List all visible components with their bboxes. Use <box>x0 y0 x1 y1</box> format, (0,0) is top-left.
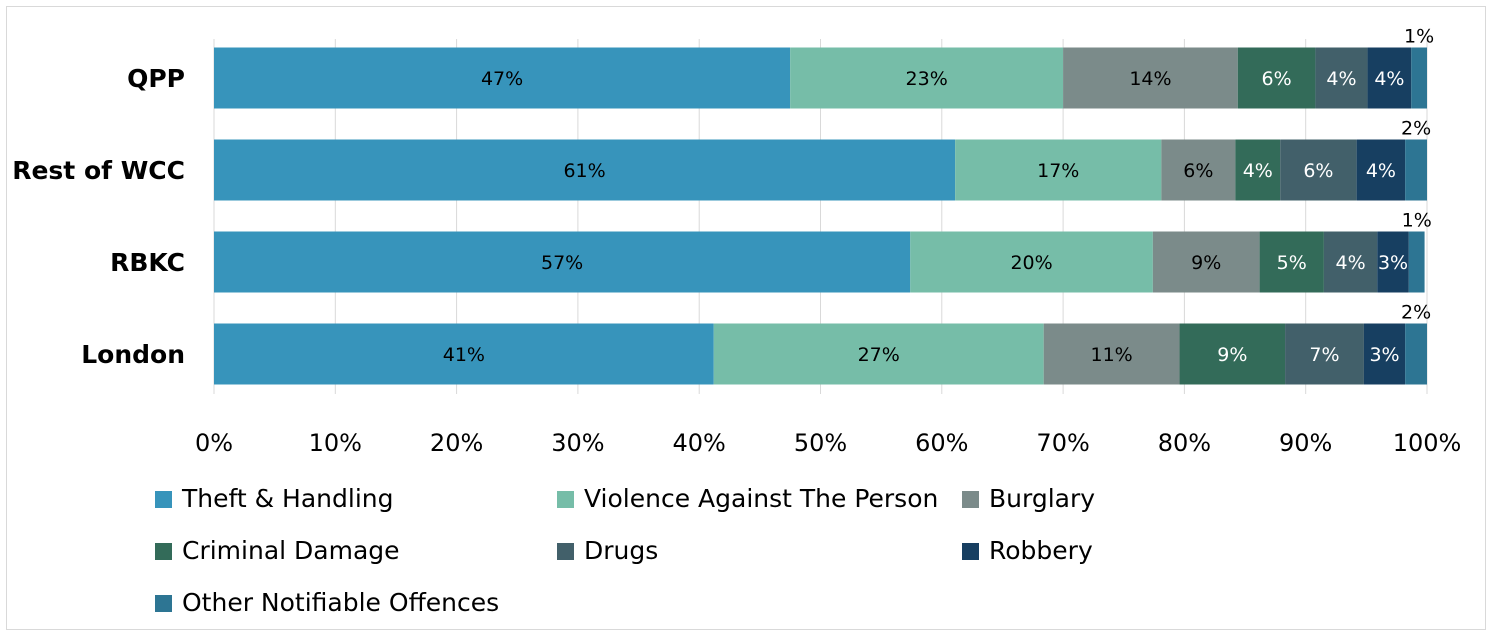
x-tick-label: 10% <box>309 429 362 457</box>
data-label: 6% <box>1183 160 1213 182</box>
legend-label: Other Notifiable Offences <box>182 588 499 617</box>
legend-item-burglary: Burglary <box>962 484 1095 513</box>
legend-label: Robbery <box>989 536 1093 565</box>
data-label: 6% <box>1303 160 1333 182</box>
legend-item-theft-handling: Theft & Handling <box>155 484 394 513</box>
data-label: 5% <box>1277 252 1307 274</box>
bar-theft-handling <box>214 323 714 385</box>
bar-criminal-damage <box>1259 231 1324 293</box>
legend-item-robbery: Robbery <box>962 536 1093 565</box>
legend-item-other-notifiable-offences: Other Notifiable Offences <box>155 588 499 617</box>
bar-drugs <box>1285 323 1364 385</box>
category-label: London <box>81 340 185 369</box>
bar-drugs <box>1323 231 1378 293</box>
data-label: 27% <box>858 344 900 366</box>
category-axis: QPP Rest of WCC RBKC London <box>12 64 185 369</box>
data-label: 23% <box>906 68 948 90</box>
category-label: RBKC <box>110 248 185 277</box>
x-tick-label: 0% <box>195 429 233 457</box>
bar-violence-against-the-person <box>955 139 1162 201</box>
data-label: 4% <box>1326 68 1356 90</box>
data-label: 4% <box>1374 68 1404 90</box>
legend-label: Drugs <box>584 536 658 565</box>
bar-other-notifiable-offences <box>1405 323 1427 385</box>
data-label: 14% <box>1129 68 1171 90</box>
legend-item-violence-against-the-person: Violence Against The Person <box>557 484 938 513</box>
bar-criminal-damage <box>1235 139 1281 201</box>
data-label: 11% <box>1091 344 1133 366</box>
bar-other-notifiable-offences <box>1405 139 1427 201</box>
data-label: 3% <box>1378 252 1408 274</box>
data-label: 4% <box>1366 160 1396 182</box>
legend-swatch <box>155 491 172 508</box>
data-label: 1% <box>1404 26 1434 48</box>
bar-burglary <box>1063 47 1238 109</box>
bar-robbery <box>1377 231 1409 293</box>
bar-drugs <box>1315 47 1368 109</box>
x-tick-label: 50% <box>794 429 847 457</box>
data-label: 2% <box>1401 118 1431 140</box>
data-label: 61% <box>563 160 605 182</box>
data-label: 1% <box>1402 210 1432 232</box>
data-label: 9% <box>1191 252 1221 274</box>
legend-label: Violence Against The Person <box>584 484 938 513</box>
bar-theft-handling <box>214 47 791 109</box>
data-label: 7% <box>1309 344 1339 366</box>
bar-other-notifiable-offences <box>1408 231 1425 293</box>
category-label: Rest of WCC <box>12 156 185 185</box>
data-label: 3% <box>1369 344 1399 366</box>
data-label: 2% <box>1401 302 1431 324</box>
x-tick-label: 100% <box>1393 429 1462 457</box>
x-tick-label: 70% <box>1036 429 1089 457</box>
bar-burglary <box>1161 139 1236 201</box>
legend-item-criminal-damage: Criminal Damage <box>155 536 400 565</box>
value-axis: 0% 10% 20% 30% 40% 50% 60% 70% 80% 90% 100% <box>195 429 1461 457</box>
data-label: 20% <box>1010 252 1052 274</box>
x-tick-label: 60% <box>915 429 968 457</box>
legend-swatch <box>962 491 979 508</box>
data-label: 4% <box>1243 160 1273 182</box>
data-label: 4% <box>1336 252 1366 274</box>
chart-frame: 47% 23% 14% 6% 4% 4% 1% 61% 17% 6% 4% 6% 4% 2% 57% 20% 9… <box>6 6 1486 630</box>
legend-swatch <box>557 543 574 560</box>
legend-item-drugs: Drugs <box>557 536 658 565</box>
bar-burglary <box>1043 323 1180 385</box>
legend-label: Theft & Handling <box>181 484 394 513</box>
legend-label: Criminal Damage <box>182 536 400 565</box>
bar-series-group: 47% 23% 14% 6% 4% 4%1%61% 17% 6% 4% 6% 4%2%57% 20% 9… <box>214 26 1434 385</box>
legend: Theft & Handling Violence Against The Per… <box>155 484 1095 617</box>
legend-swatch <box>557 491 574 508</box>
legend-swatch <box>155 543 172 560</box>
bar-theft-handling <box>214 139 956 201</box>
x-tick-label: 80% <box>1158 429 1211 457</box>
legend-swatch <box>155 595 172 612</box>
bar-robbery <box>1356 139 1406 201</box>
x-tick-label: 30% <box>551 429 604 457</box>
x-tick-label: 20% <box>430 429 483 457</box>
bar-drugs <box>1280 139 1357 201</box>
bar-violence-against-the-person <box>713 323 1044 385</box>
data-label: 17% <box>1037 160 1079 182</box>
bar-burglary <box>1152 231 1260 293</box>
bar-other-notifiable-offences <box>1411 47 1427 109</box>
stacked-bar-chart: 47% 23% 14% 6% 4% 4%1%61% 17% 6% 4% 6% 4%2%57% 20% 9… <box>12 26 1461 618</box>
bar-robbery <box>1363 323 1406 385</box>
category-label: QPP <box>127 64 185 93</box>
bar-violence-against-the-person <box>790 47 1064 109</box>
x-tick-label: 40% <box>673 429 726 457</box>
bar-robbery <box>1367 47 1412 109</box>
bar-criminal-damage <box>1237 47 1316 109</box>
data-label: 41% <box>443 344 485 366</box>
legend-label: Burglary <box>989 484 1095 513</box>
bar-violence-against-the-person <box>910 231 1153 293</box>
data-label: 9% <box>1217 344 1247 366</box>
x-tick-label: 90% <box>1279 429 1332 457</box>
legend-swatch <box>962 543 979 560</box>
bar-theft-handling <box>214 231 911 293</box>
data-label: 47% <box>481 68 523 90</box>
data-label: 6% <box>1262 68 1292 90</box>
bar-criminal-damage <box>1179 323 1286 385</box>
data-label: 57% <box>541 252 583 274</box>
